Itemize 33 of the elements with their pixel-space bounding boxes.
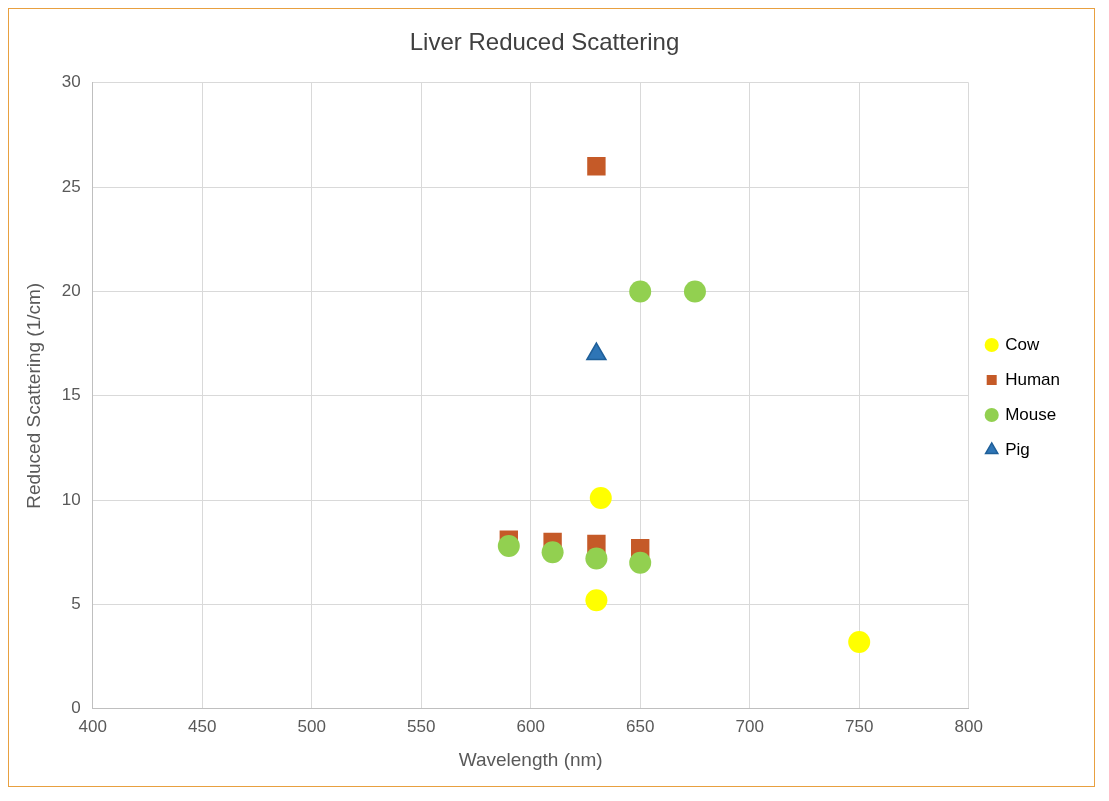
x-tick-label: 750 [845,716,874,736]
x-tick-label: 550 [407,716,436,736]
x-tick-label: 800 [954,716,983,736]
y-tick-label: 5 [71,594,81,614]
x-tick-label: 650 [626,716,655,736]
legend-label: Mouse [1005,404,1057,424]
point [848,631,871,654]
point [585,589,608,612]
x-tick-label: 500 [297,716,326,736]
legend-label: Pig [1005,439,1030,459]
point [497,535,520,558]
y-tick-label: 10 [61,489,81,509]
x-axis-title: Wavelength (nm) [458,748,603,770]
x-tick-label: 700 [735,716,764,736]
y-tick-label: 15 [61,385,81,405]
y-tick-label: 20 [61,281,81,301]
y-tick-label: 25 [61,176,81,196]
x-tick-label: 400 [78,716,107,736]
point [629,280,652,303]
y-tick-label: 0 [71,698,81,718]
point [629,551,652,574]
point [541,541,564,564]
x-tick-label: 450 [188,716,217,736]
point [587,157,606,176]
x-tick-label: 600 [516,716,545,736]
y-axis-title: Reduced Scattering (1/cm) [22,282,44,509]
point [585,547,608,570]
legend-label: Cow [1005,334,1040,354]
legend-label: Human [1005,369,1061,389]
point [683,280,706,303]
y-tick-label: 30 [61,72,81,92]
point [589,487,612,510]
chart-title: Liver Reduced Scattering [409,28,680,56]
